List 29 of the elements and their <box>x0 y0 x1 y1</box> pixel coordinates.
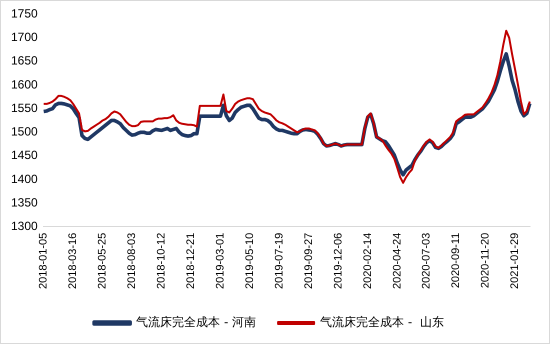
x-tick-label: 2018-01-05 <box>38 232 50 290</box>
y-tick-label: 1400 <box>10 172 38 186</box>
y-tick-label: 1650 <box>10 54 38 68</box>
y-tick-label: 1550 <box>10 100 38 115</box>
x-tick-label: 2020-07-03 <box>420 232 433 290</box>
y-tick-label: 1350 <box>10 195 38 210</box>
x-tick-label: 2018-10-12 <box>156 232 168 290</box>
y-tick-label: 1700 <box>10 30 38 44</box>
x-tick-label: 2018-03-16 <box>67 232 80 290</box>
y-tick-label: 1500 <box>10 124 38 139</box>
x-tick-label: 2019-07-19 <box>273 232 286 290</box>
x-tick-label: 2021-01-29 <box>509 232 522 290</box>
x-tick-label: 2019-05-10 <box>244 232 256 290</box>
x-tick-label: 2018-08-03 <box>126 232 138 290</box>
x-tick-label: 2018-05-25 <box>96 232 109 290</box>
x-tick-label: 2020-09-11 <box>450 232 462 288</box>
x-tick-label: 2020-02-14 <box>362 232 374 290</box>
x-tick-label: 2020-04-24 <box>391 232 404 290</box>
legend-label: 气流床完全成本 - 山东 <box>320 315 444 330</box>
legend-label: 气流床完全成本 - 河南 <box>136 315 256 330</box>
y-tick-label: 1750 <box>10 6 38 21</box>
x-tick-label: 2020-11-20 <box>480 232 492 288</box>
y-tick-label: 1300 <box>10 219 38 234</box>
x-tick-label: 2019-12-06 <box>332 232 344 290</box>
x-tick-label: 2019-09-27 <box>302 232 315 290</box>
x-tick-label: 2019-03-01 <box>214 232 226 290</box>
y-tick-label: 1450 <box>10 148 38 162</box>
y-tick-label: 1600 <box>10 77 38 92</box>
x-tick-label: 2018-12-21 <box>185 232 198 290</box>
